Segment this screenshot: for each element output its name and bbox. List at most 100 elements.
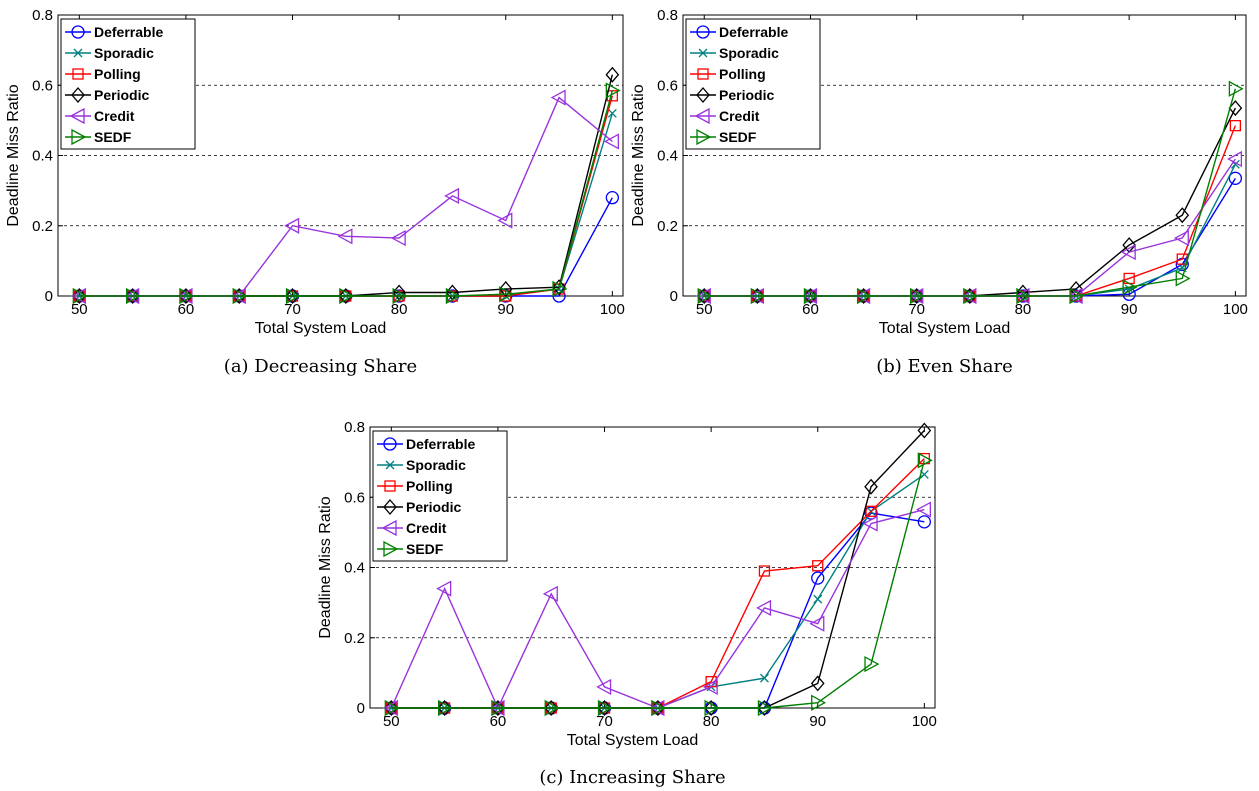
series-line <box>704 88 1237 297</box>
data-point <box>544 699 560 717</box>
legend-label: Sporadic <box>94 45 154 61</box>
x-tick-label: 90 <box>809 713 826 730</box>
chart-decreasing-share: 0 0.2 0.4 0.6 0.8 50 60 70 80 90 100 Total System L… <box>5 7 625 377</box>
legend-marker <box>383 540 399 558</box>
data-point <box>750 287 766 305</box>
legend-label: Deferrable <box>94 24 163 40</box>
data-point <box>1069 287 1085 305</box>
series-line <box>79 90 614 297</box>
data-point <box>542 585 558 602</box>
data-point <box>436 580 452 597</box>
y-axis-label: Deadline Miss Ratio <box>630 84 647 226</box>
legend-entry-credit: Credit <box>690 107 760 125</box>
legend-entry-sedf: SEDF <box>690 128 757 146</box>
x-tick-label: 80 <box>1015 301 1032 318</box>
legend-label: Polling <box>406 478 453 494</box>
legend-entry-polling: Polling <box>65 66 141 82</box>
data-point <box>284 217 300 234</box>
data-point <box>605 190 619 205</box>
data-point <box>864 656 880 673</box>
legend: Deferrable Sporadic Polling Periodic Credit S… <box>60 18 196 150</box>
legend-marker <box>697 68 709 80</box>
data-point <box>864 506 878 520</box>
data-point <box>1228 80 1244 97</box>
x-tick-label: 60 <box>490 713 507 730</box>
legend-marker <box>381 519 397 537</box>
legend-label: Periodic <box>94 87 149 103</box>
legend-label: Polling <box>719 66 766 82</box>
legend-box <box>60 18 196 150</box>
legend-marker <box>72 68 84 80</box>
data-point <box>963 287 979 305</box>
data-point <box>917 422 932 439</box>
data-point <box>605 82 621 99</box>
legend-label: Polling <box>94 66 141 82</box>
legend-marker <box>698 48 708 58</box>
legend-entry-sporadic: Sporadic <box>65 45 154 61</box>
data-point <box>603 133 619 150</box>
legend-marker <box>696 87 710 103</box>
x-tick-label: 70 <box>284 301 301 318</box>
legend-label: Deferrable <box>719 24 788 40</box>
legend-entry-sedf: SEDF <box>65 128 132 146</box>
x-axis-label: Total System Load <box>567 732 699 749</box>
legend-label: Periodic <box>719 87 774 103</box>
data-point <box>491 699 507 717</box>
data-point <box>759 673 769 683</box>
data-point <box>1016 287 1032 305</box>
legend-label: Periodic <box>406 499 461 515</box>
y-tick-label: 0.2 <box>657 218 678 235</box>
data-point <box>1120 244 1136 261</box>
data-point <box>1229 119 1242 132</box>
legend-marker <box>71 25 85 39</box>
legend-entry-polling: Polling <box>690 66 766 82</box>
legend-entry-credit: Credit <box>377 519 447 537</box>
data-point <box>607 108 617 118</box>
y-tick-label: 0.4 <box>657 148 678 165</box>
y-tick-label: 0 <box>45 288 53 305</box>
x-tick-label: 100 <box>1223 301 1248 318</box>
chart-increasing-share: 0 0.2 0.4 0.6 0.8 50 60 70 80 90 100 Total System L… <box>317 419 937 788</box>
legend-marker <box>694 107 710 125</box>
data-point <box>809 615 825 632</box>
legend-label: SEDF <box>406 541 444 557</box>
data-point <box>803 287 819 305</box>
y-tick-label: 0.6 <box>344 489 365 506</box>
data-point <box>605 66 620 83</box>
legend-marker <box>69 107 85 125</box>
data-point <box>917 452 933 469</box>
x-tick-label: 50 <box>696 301 713 318</box>
data-point <box>813 594 823 604</box>
data-point <box>864 478 878 495</box>
legend-box <box>372 430 508 562</box>
data-point <box>384 699 400 717</box>
legend-marker <box>383 437 397 451</box>
y-tick-label: 0.8 <box>657 7 678 24</box>
x-tick-label: 100 <box>600 301 625 318</box>
legend-entry-deferrable: Deferrable <box>690 24 788 40</box>
legend-entry-sedf: SEDF <box>377 540 444 558</box>
data-point <box>811 571 825 585</box>
x-tick-label: 50 <box>383 713 400 730</box>
x-tick-label: 90 <box>497 301 514 318</box>
data-point <box>865 505 877 517</box>
x-tick-label: 70 <box>908 301 925 318</box>
data-point <box>552 280 568 298</box>
legend-entry-periodic: Periodic <box>690 87 774 103</box>
legend-marker <box>696 128 712 146</box>
legend-marker <box>383 499 397 515</box>
y-axis-label: Deadline Miss Ratio <box>5 84 22 226</box>
data-point <box>596 678 612 696</box>
legend-label: Sporadic <box>719 45 779 61</box>
x-tick-label: 100 <box>912 713 937 730</box>
data-point <box>697 287 713 305</box>
data-point <box>497 212 513 229</box>
legend-entry-deferrable: Deferrable <box>65 24 163 40</box>
data-point <box>810 675 825 692</box>
data-point <box>390 229 406 247</box>
data-point <box>72 287 88 305</box>
data-point <box>1228 171 1243 185</box>
data-point <box>179 287 195 305</box>
data-point <box>125 287 141 305</box>
